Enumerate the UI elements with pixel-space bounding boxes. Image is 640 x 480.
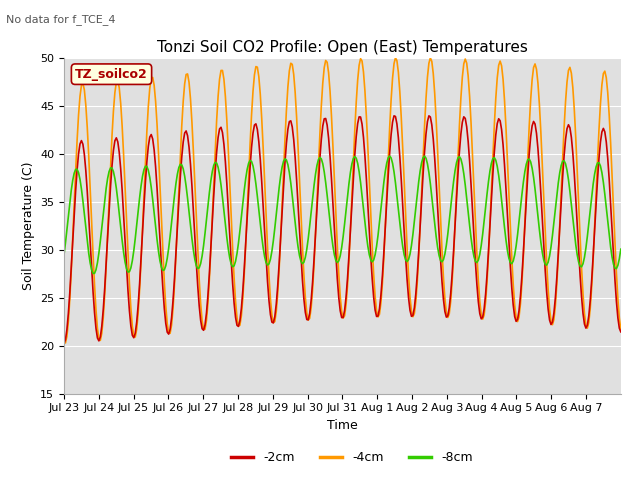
-8cm bbox=[386, 153, 394, 159]
X-axis label: Time: Time bbox=[327, 419, 358, 432]
-8cm bbox=[348, 161, 356, 167]
Line: -8cm: -8cm bbox=[64, 156, 621, 274]
-2cm bbox=[97, 334, 104, 340]
Text: No data for f_TCE_4: No data for f_TCE_4 bbox=[6, 14, 116, 25]
-4cm bbox=[392, 55, 399, 60]
-8cm bbox=[79, 198, 87, 204]
Legend: -2cm, -4cm, -8cm: -2cm, -4cm, -8cm bbox=[226, 446, 478, 469]
Y-axis label: Soil Temperature (C): Soil Temperature (C) bbox=[22, 161, 35, 290]
-8cm bbox=[543, 262, 550, 268]
-8cm bbox=[60, 252, 68, 258]
-8cm bbox=[98, 225, 106, 230]
-2cm bbox=[60, 340, 68, 346]
-2cm bbox=[346, 227, 354, 233]
Title: Tonzi Soil CO2 Profile: Open (East) Temperatures: Tonzi Soil CO2 Profile: Open (East) Temp… bbox=[157, 40, 528, 55]
-4cm bbox=[616, 315, 623, 321]
-4cm bbox=[98, 330, 106, 336]
Text: TZ_soilco2: TZ_soilco2 bbox=[75, 68, 148, 81]
-8cm bbox=[616, 256, 623, 262]
-2cm bbox=[458, 119, 466, 125]
-4cm bbox=[61, 340, 69, 346]
-2cm bbox=[617, 329, 625, 335]
Line: -4cm: -4cm bbox=[64, 58, 621, 343]
-2cm bbox=[541, 268, 549, 274]
-4cm bbox=[460, 61, 468, 67]
-8cm bbox=[89, 271, 97, 276]
-4cm bbox=[617, 326, 625, 332]
-4cm bbox=[348, 194, 356, 200]
-4cm bbox=[60, 338, 68, 344]
-4cm bbox=[81, 87, 88, 93]
-2cm bbox=[79, 141, 87, 147]
-8cm bbox=[460, 171, 468, 177]
-4cm bbox=[543, 260, 550, 265]
-2cm bbox=[425, 113, 433, 119]
Line: -2cm: -2cm bbox=[64, 116, 621, 343]
-2cm bbox=[614, 315, 621, 321]
-8cm bbox=[617, 246, 625, 252]
